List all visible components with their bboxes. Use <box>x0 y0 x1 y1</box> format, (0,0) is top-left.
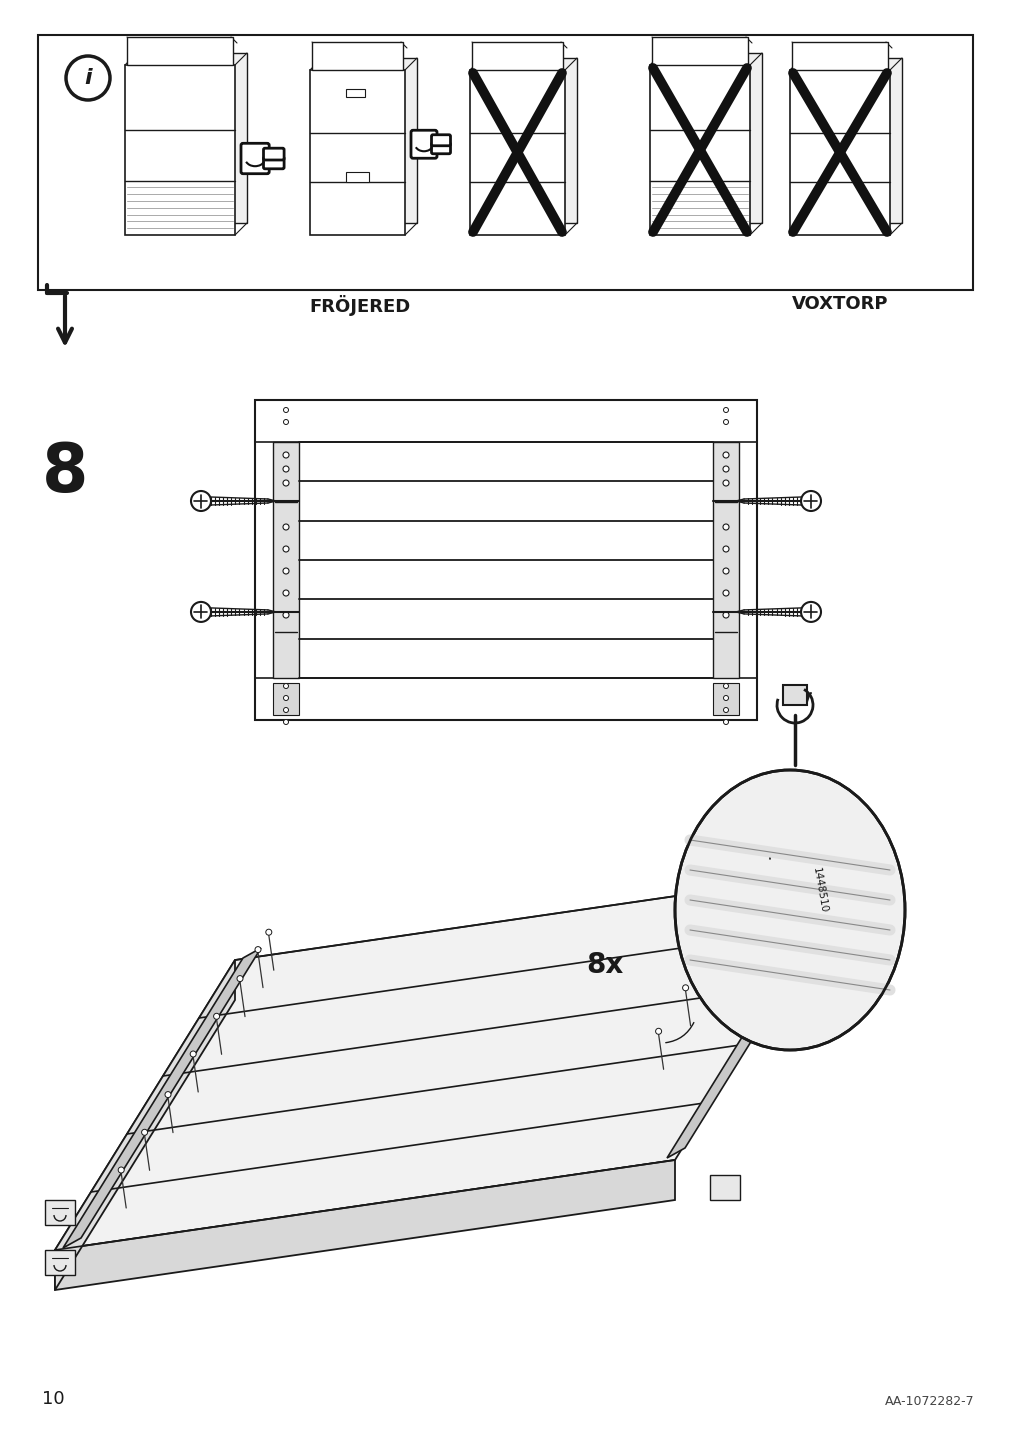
Circle shape <box>283 707 288 713</box>
Bar <box>125 64 235 235</box>
Circle shape <box>191 491 210 511</box>
Ellipse shape <box>676 772 902 1048</box>
Circle shape <box>723 696 728 700</box>
Bar <box>649 64 749 235</box>
Circle shape <box>190 1051 196 1057</box>
Text: i: i <box>84 67 92 87</box>
Circle shape <box>283 611 289 619</box>
Circle shape <box>762 849 775 862</box>
FancyBboxPatch shape <box>263 147 284 160</box>
Circle shape <box>722 611 728 619</box>
Circle shape <box>722 590 728 596</box>
Circle shape <box>722 480 728 485</box>
Circle shape <box>723 683 728 689</box>
Bar <box>346 172 369 182</box>
Polygon shape <box>55 871 854 1250</box>
Text: AA-1072282-7: AA-1072282-7 <box>885 1395 974 1408</box>
Ellipse shape <box>674 770 904 1050</box>
Polygon shape <box>63 948 261 1249</box>
Circle shape <box>682 985 687 991</box>
Bar <box>311 42 402 70</box>
FancyBboxPatch shape <box>431 135 450 146</box>
Circle shape <box>283 524 289 530</box>
Circle shape <box>266 929 272 935</box>
Circle shape <box>283 408 288 412</box>
Circle shape <box>283 719 288 725</box>
Bar <box>44 1200 75 1224</box>
Circle shape <box>283 569 289 574</box>
Text: 8: 8 <box>41 440 88 505</box>
Polygon shape <box>136 53 247 223</box>
Circle shape <box>801 491 820 511</box>
Circle shape <box>723 420 728 424</box>
Bar <box>713 683 738 715</box>
Text: 8x: 8x <box>585 951 623 979</box>
Circle shape <box>722 453 728 458</box>
Bar <box>710 1176 739 1200</box>
Bar <box>273 683 298 715</box>
Circle shape <box>237 975 243 981</box>
Circle shape <box>722 524 728 530</box>
FancyBboxPatch shape <box>241 143 269 173</box>
Text: VOXTORP: VOXTORP <box>791 295 888 314</box>
Circle shape <box>750 875 756 881</box>
Bar <box>713 442 738 677</box>
Bar <box>790 70 889 235</box>
Circle shape <box>283 590 289 596</box>
Circle shape <box>722 546 728 551</box>
Circle shape <box>723 719 728 725</box>
Bar <box>309 70 404 235</box>
Circle shape <box>66 56 110 100</box>
Text: 10: 10 <box>42 1390 65 1408</box>
Circle shape <box>142 1130 148 1136</box>
Circle shape <box>801 601 820 621</box>
Circle shape <box>709 941 715 948</box>
Circle shape <box>283 683 288 689</box>
Polygon shape <box>321 59 417 223</box>
Bar <box>346 89 364 97</box>
Circle shape <box>283 546 289 551</box>
Polygon shape <box>801 59 901 223</box>
Polygon shape <box>666 858 864 1158</box>
Bar <box>126 37 233 64</box>
Circle shape <box>255 947 261 952</box>
Circle shape <box>732 904 738 909</box>
Circle shape <box>283 465 289 473</box>
Bar <box>273 442 298 677</box>
Bar <box>792 42 887 70</box>
Circle shape <box>283 696 288 700</box>
Circle shape <box>722 465 728 473</box>
Bar <box>44 1250 75 1274</box>
Bar <box>469 70 564 235</box>
FancyBboxPatch shape <box>431 143 450 153</box>
Polygon shape <box>55 1160 674 1290</box>
Bar <box>651 37 747 64</box>
FancyBboxPatch shape <box>263 158 284 169</box>
Circle shape <box>283 453 289 458</box>
Circle shape <box>723 408 728 412</box>
Circle shape <box>118 1167 124 1173</box>
Bar <box>783 684 806 705</box>
Polygon shape <box>481 59 576 223</box>
FancyBboxPatch shape <box>410 130 437 159</box>
Circle shape <box>723 707 728 713</box>
Text: 1448510: 1448510 <box>810 866 828 914</box>
Polygon shape <box>661 53 761 223</box>
Circle shape <box>722 569 728 574</box>
Text: FRÖJERED: FRÖJERED <box>309 295 410 316</box>
Polygon shape <box>55 959 235 1290</box>
Circle shape <box>283 480 289 485</box>
Circle shape <box>283 420 288 424</box>
Circle shape <box>191 601 210 621</box>
Bar <box>255 400 756 720</box>
Circle shape <box>213 1014 219 1020</box>
Bar <box>471 42 562 70</box>
Bar <box>38 34 972 291</box>
Circle shape <box>655 1028 661 1034</box>
Circle shape <box>165 1091 171 1097</box>
